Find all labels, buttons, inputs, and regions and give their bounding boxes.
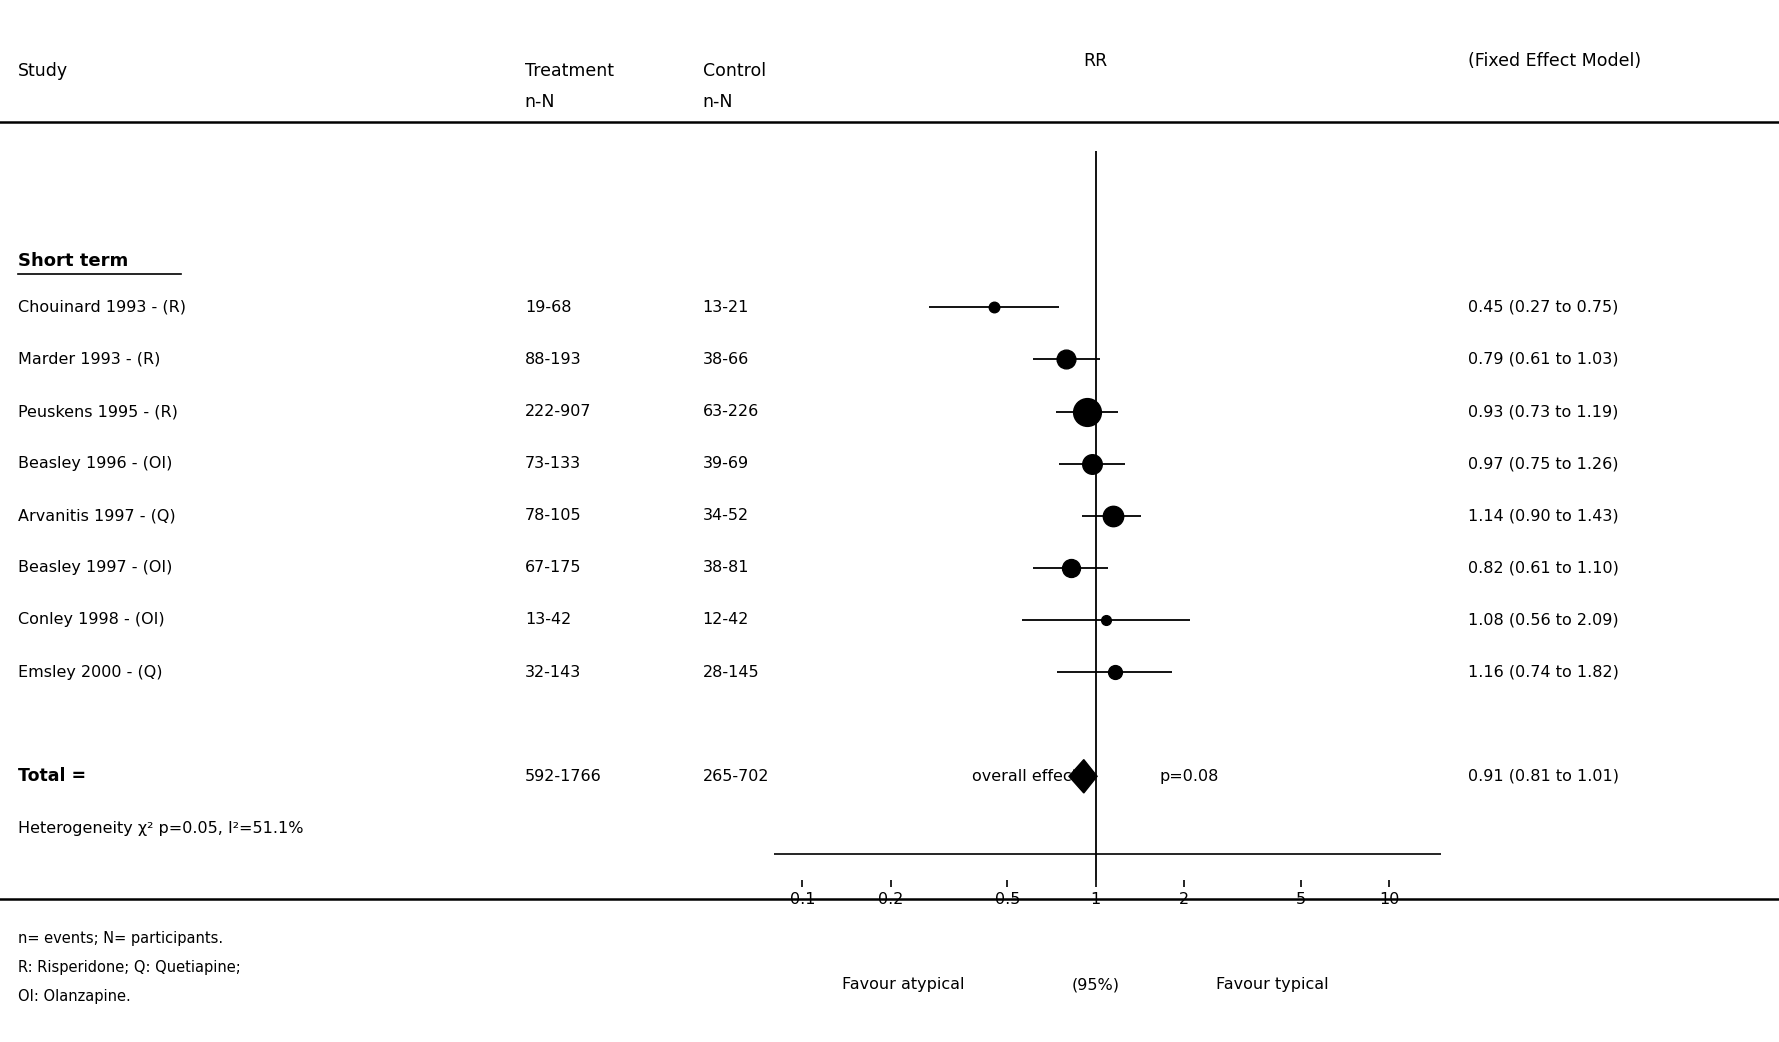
- Text: (95%): (95%): [1071, 977, 1119, 992]
- Text: 0.91 (0.81 to 1.01): 0.91 (0.81 to 1.01): [1468, 769, 1619, 784]
- Text: RR: RR: [1083, 52, 1108, 70]
- Text: Heterogeneity χ² p=0.05, I²=51.1%: Heterogeneity χ² p=0.05, I²=51.1%: [18, 821, 302, 836]
- Text: Arvanitis 1997 - (Q): Arvanitis 1997 - (Q): [18, 508, 176, 523]
- Text: 1.08 (0.56 to 2.09): 1.08 (0.56 to 2.09): [1468, 613, 1619, 627]
- Text: (Fixed Effect Model): (Fixed Effect Model): [1468, 52, 1640, 70]
- Text: n= events; N= participants.: n= events; N= participants.: [18, 931, 222, 945]
- Text: 78-105: 78-105: [525, 508, 582, 523]
- Text: Favour atypical: Favour atypical: [841, 977, 964, 992]
- Text: Short term: Short term: [18, 251, 128, 270]
- Text: Emsley 2000 - (Q): Emsley 2000 - (Q): [18, 665, 162, 679]
- Text: 13-21: 13-21: [703, 300, 749, 315]
- Text: Favour typical: Favour typical: [1217, 977, 1329, 992]
- Text: p=0.08: p=0.08: [1160, 769, 1219, 784]
- Text: 1.14 (0.90 to 1.43): 1.14 (0.90 to 1.43): [1468, 508, 1619, 523]
- Text: n-N: n-N: [525, 94, 555, 111]
- Text: Peuskens 1995 - (R): Peuskens 1995 - (R): [18, 404, 178, 419]
- Text: 0.97 (0.75 to 1.26): 0.97 (0.75 to 1.26): [1468, 456, 1619, 471]
- Text: 222-907: 222-907: [525, 404, 591, 419]
- Text: 38-66: 38-66: [703, 352, 749, 367]
- Text: 12-42: 12-42: [703, 613, 749, 627]
- Text: 38-81: 38-81: [703, 561, 749, 575]
- Text: Beasley 1996 - (OI): Beasley 1996 - (OI): [18, 456, 173, 471]
- Text: Marder 1993 - (R): Marder 1993 - (R): [18, 352, 160, 367]
- Text: 88-193: 88-193: [525, 352, 582, 367]
- Text: 34-52: 34-52: [703, 508, 749, 523]
- Text: 39-69: 39-69: [703, 456, 749, 471]
- Text: 592-1766: 592-1766: [525, 769, 601, 784]
- Text: n-N: n-N: [703, 94, 733, 111]
- Text: Treatment: Treatment: [525, 63, 614, 80]
- Text: 1.16 (0.74 to 1.82): 1.16 (0.74 to 1.82): [1468, 665, 1619, 679]
- Text: 19-68: 19-68: [525, 300, 571, 315]
- Text: Chouinard 1993 - (R): Chouinard 1993 - (R): [18, 300, 185, 315]
- Text: 0.45 (0.27 to 0.75): 0.45 (0.27 to 0.75): [1468, 300, 1619, 315]
- Polygon shape: [1069, 760, 1098, 793]
- Text: overall effect: overall effect: [973, 769, 1078, 784]
- Text: Total =: Total =: [18, 767, 85, 786]
- Text: 265-702: 265-702: [703, 769, 769, 784]
- Text: Beasley 1997 - (OI): Beasley 1997 - (OI): [18, 561, 173, 575]
- Text: 73-133: 73-133: [525, 456, 582, 471]
- Text: 0.79 (0.61 to 1.03): 0.79 (0.61 to 1.03): [1468, 352, 1619, 367]
- Text: 0.93 (0.73 to 1.19): 0.93 (0.73 to 1.19): [1468, 404, 1619, 419]
- Text: 32-143: 32-143: [525, 665, 582, 679]
- Text: OI: Olanzapine.: OI: Olanzapine.: [18, 989, 130, 1003]
- Text: 28-145: 28-145: [703, 665, 760, 679]
- Text: 63-226: 63-226: [703, 404, 760, 419]
- Text: Control: Control: [703, 63, 765, 80]
- Text: 0.82 (0.61 to 1.10): 0.82 (0.61 to 1.10): [1468, 561, 1619, 575]
- Text: Study: Study: [18, 63, 68, 80]
- Text: R: Risperidone; Q: Quetiapine;: R: Risperidone; Q: Quetiapine;: [18, 960, 240, 974]
- Text: Conley 1998 - (OI): Conley 1998 - (OI): [18, 613, 164, 627]
- Text: 67-175: 67-175: [525, 561, 582, 575]
- Text: 13-42: 13-42: [525, 613, 571, 627]
